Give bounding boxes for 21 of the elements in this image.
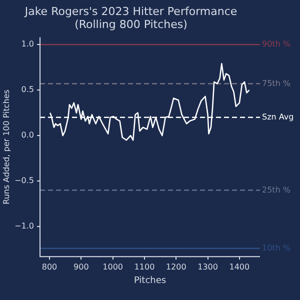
y-axis-title: Runs Added, per 100 Pitches <box>2 90 11 204</box>
ref-line-label: 75th % <box>262 78 291 88</box>
x-tick-label: 1300 <box>198 262 218 272</box>
x-tick-label: 1400 <box>229 262 250 272</box>
y-tick-label: −0.5 <box>14 176 34 186</box>
x-tick-label: 800 <box>42 262 58 272</box>
x-tick-label: 1100 <box>134 262 155 272</box>
y-tick-label: 0.0 <box>21 130 34 140</box>
ref-line-label: Szn Avg <box>262 112 294 122</box>
y-tick-label: 1.0 <box>21 40 34 49</box>
ref-line-label: 90th % <box>262 40 291 49</box>
ref-line-label: 10th % <box>262 243 291 252</box>
x-tick-label: 1000 <box>102 262 124 272</box>
x-axis-title: Pitches <box>134 276 166 286</box>
y-tick-label: −1.0 <box>14 222 34 231</box>
x-tick-label: 900 <box>74 262 89 272</box>
chart-subtitle: (Rolling 800 Pitches) <box>74 18 188 31</box>
chart-title: Jake Rogers's 2023 Hitter Performance <box>24 5 238 18</box>
y-tick-label: 0.5 <box>21 85 34 94</box>
ref-line-label: 25th % <box>262 185 291 194</box>
x-tick-label: 1200 <box>166 262 186 272</box>
